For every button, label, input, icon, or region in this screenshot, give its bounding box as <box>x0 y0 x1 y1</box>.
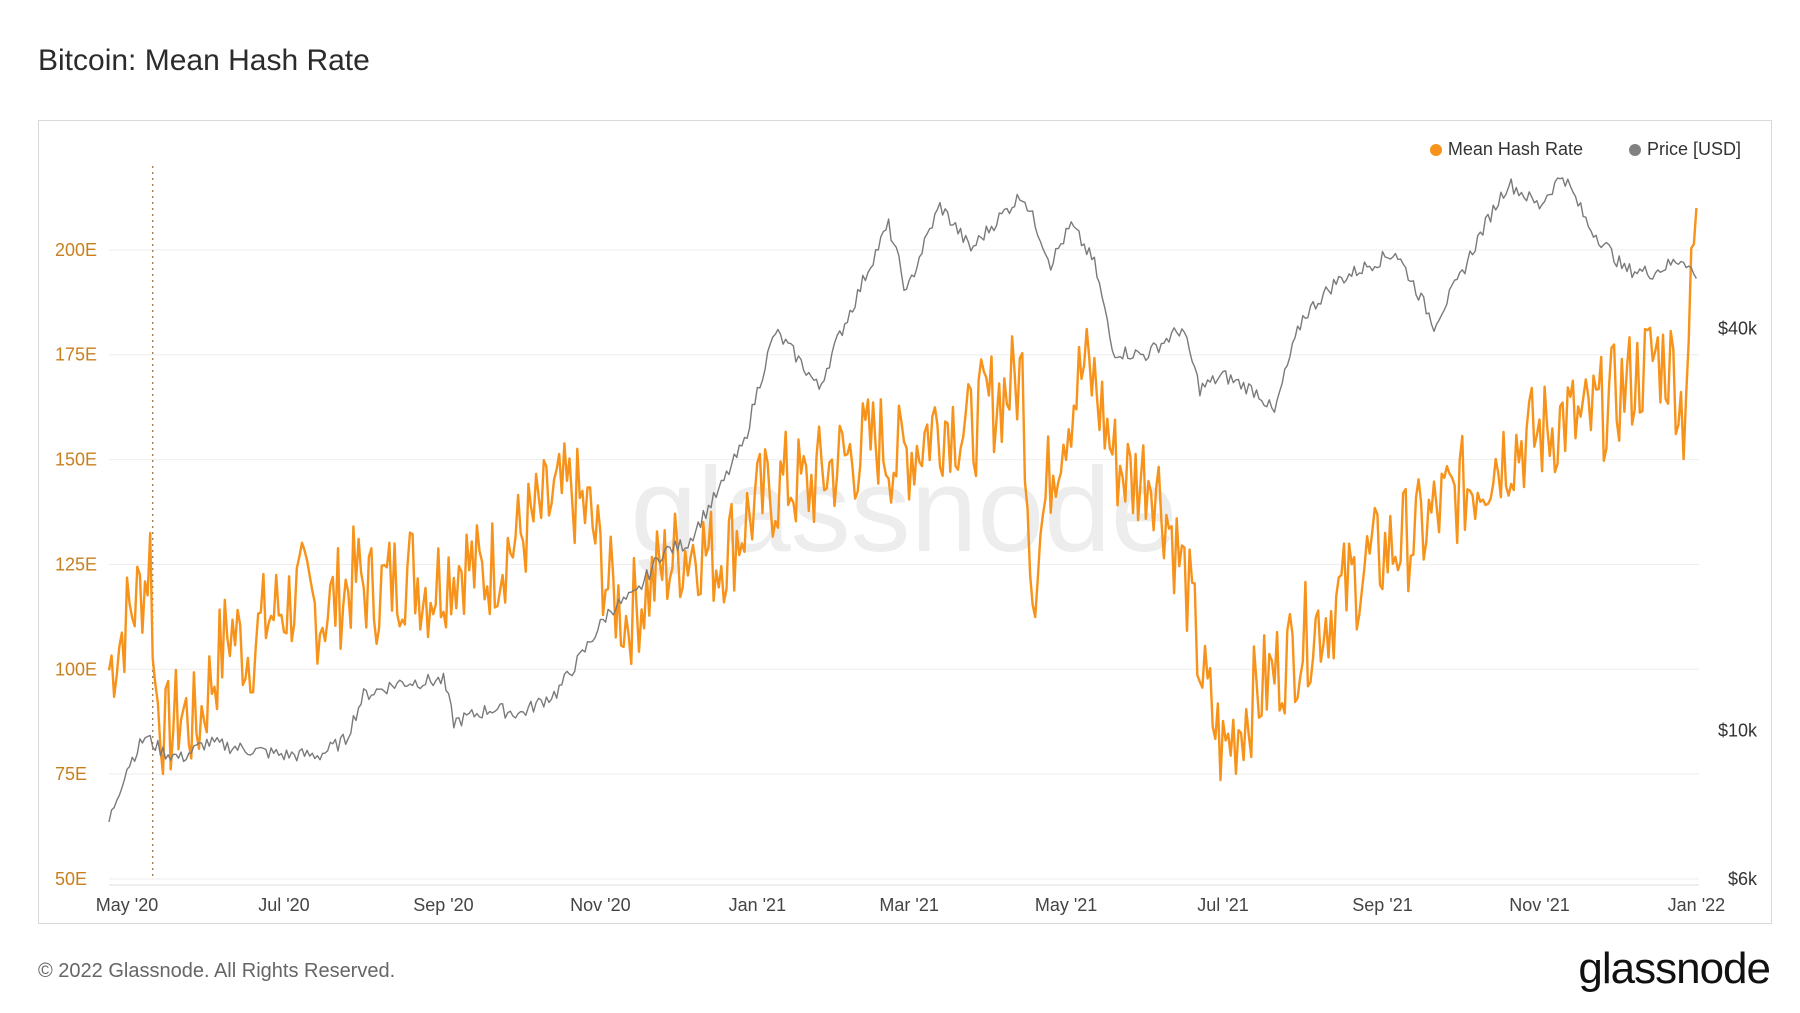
x-tick-label: May '21 <box>1035 895 1097 915</box>
legend-dot-icon <box>1628 143 1641 156</box>
y-left-tick-label: 150E <box>55 450 97 470</box>
y-left-tick-label: 50E <box>55 869 87 889</box>
x-tick-label: Sep '21 <box>1352 895 1413 915</box>
y-right-tick-label: $6k <box>1728 869 1758 889</box>
x-tick-label: Sep '20 <box>413 895 474 915</box>
y-left-tick-label: 75E <box>55 764 87 784</box>
x-tick-label: Nov '21 <box>1509 895 1569 915</box>
legend-label: Price [USD] <box>1646 139 1741 159</box>
x-tick-label: Mar '21 <box>879 895 938 915</box>
page-title: Bitcoin: Mean Hash Rate <box>38 44 370 77</box>
legend-dot-icon <box>1429 143 1442 156</box>
hash-rate-chart[interactable]: glassnode 50E 75E 100E 125E 150E 175E 200E $6k $1… <box>39 121 1773 925</box>
y-left-tick-label: 175E <box>55 345 97 365</box>
x-tick-label: Jul '20 <box>258 895 309 915</box>
copyright-text: © 2022 Glassnode. All Rights Reserved. <box>38 960 396 982</box>
series-line-price <box>108 177 1698 823</box>
y-left-tick-label: 100E <box>55 659 97 679</box>
x-tick-label: Jan '21 <box>729 895 786 915</box>
x-tick-label: Nov '20 <box>570 895 630 915</box>
chart-panel: Mean Hash Rate Price [USD] glassnode 50E 7… <box>38 120 1772 924</box>
x-tick-label: Jan '22 <box>1668 895 1725 915</box>
watermark-text: glassnode <box>630 443 1177 577</box>
x-tick-label: May '20 <box>96 895 158 915</box>
brand-logo: glassnode <box>1578 944 1771 993</box>
legend-item-mean-hash-rate[interactable]: Mean Hash Rate <box>1429 139 1583 160</box>
y-left-tick-label: 125E <box>55 554 97 574</box>
y-right-tick-label: $40k <box>1718 318 1758 338</box>
y-right-tick-label: $10k <box>1718 721 1758 741</box>
chart-legend: Mean Hash Rate Price [USD] <box>1429 139 1741 160</box>
legend-item-price[interactable]: Price [USD] <box>1628 139 1741 160</box>
x-tick-label: Jul '21 <box>1197 895 1248 915</box>
series-line-mean-hash-rate <box>107 207 1698 782</box>
legend-label: Mean Hash Rate <box>1447 139 1583 159</box>
y-left-tick-label: 200E <box>55 240 97 260</box>
